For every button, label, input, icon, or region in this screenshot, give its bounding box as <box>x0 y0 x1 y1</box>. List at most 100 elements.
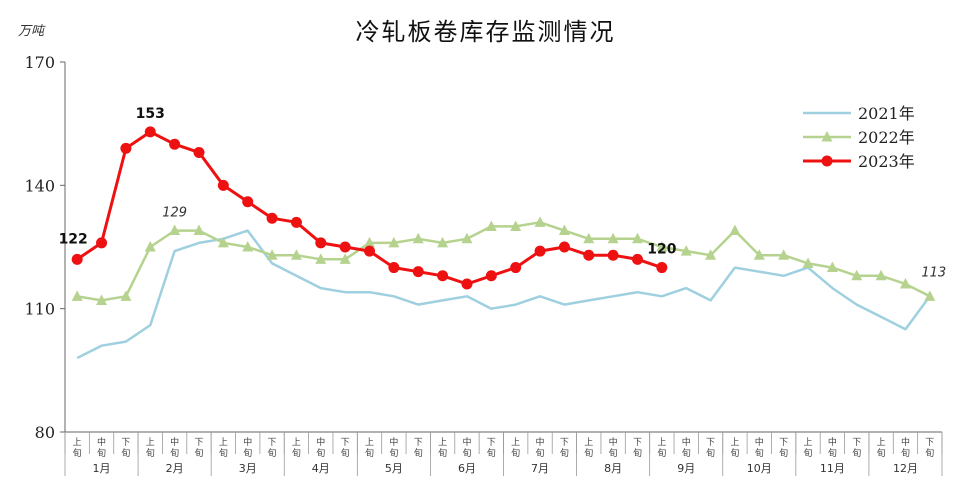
x-period-label-top: 中 <box>243 436 252 448</box>
x-period-label-top: 下 <box>706 438 715 448</box>
x-period-label-top: 中 <box>316 436 325 448</box>
x-period-label-top: 上 <box>365 437 374 448</box>
data-point-2022 <box>875 269 887 281</box>
data-point-2022 <box>217 236 229 248</box>
x-period-label-bottom: 旬 <box>901 447 910 459</box>
x-period-label-top: 中 <box>170 436 179 448</box>
x-period-label-bottom: 旬 <box>487 447 496 459</box>
x-period-label-top: 中 <box>901 436 910 448</box>
data-point-2022 <box>388 236 400 248</box>
data-point-2022 <box>583 232 595 244</box>
x-period-label-top: 下 <box>633 438 642 448</box>
data-point-2022 <box>510 220 522 231</box>
x-period-label-top: 上 <box>438 437 447 448</box>
data-point-2023 <box>315 237 327 249</box>
y-tick-label: 140 <box>24 176 55 195</box>
x-period-label-bottom: 旬 <box>657 447 666 459</box>
data-point-2023 <box>193 146 205 158</box>
data-point-2023 <box>631 253 643 265</box>
x-period-label-top: 上 <box>730 437 739 448</box>
x-period-label-top: 中 <box>609 436 618 448</box>
y-tick-label: 170 <box>24 53 55 72</box>
x-period-label-bottom: 旬 <box>462 447 471 459</box>
x-period-label-top: 上 <box>146 437 155 448</box>
data-point-2022 <box>193 224 205 236</box>
legend-label: 2022年 <box>858 128 915 147</box>
x-month-label: 6月 <box>458 462 476 475</box>
x-period-label-top: 下 <box>414 438 423 448</box>
x-period-label-bottom: 旬 <box>511 447 520 459</box>
data-point-2022 <box>826 261 838 273</box>
data-point-2023 <box>607 249 619 261</box>
x-month-label: 5月 <box>385 462 403 475</box>
data-point-2022 <box>631 232 643 244</box>
data-point-2023 <box>144 126 156 138</box>
x-period-label-bottom: 旬 <box>365 447 374 459</box>
x-month-label: 12月 <box>893 462 918 475</box>
data-point-2022 <box>778 249 790 260</box>
data-point-2022 <box>802 257 814 268</box>
series-line-2022年 <box>76 221 931 302</box>
data-point-2023 <box>96 237 108 249</box>
x-period-label-bottom: 旬 <box>219 447 228 459</box>
x-period-label-top: 上 <box>292 437 301 448</box>
x-period-label-bottom: 旬 <box>804 447 813 459</box>
data-point-2022 <box>899 278 911 289</box>
data-point-2022 <box>534 216 546 227</box>
x-period-label-bottom: 旬 <box>243 447 252 459</box>
x-period-label-bottom: 旬 <box>706 447 715 459</box>
x-period-label-top: 下 <box>560 438 569 448</box>
x-period-label-bottom: 旬 <box>268 447 277 459</box>
data-point-2023 <box>242 196 254 208</box>
data-point-2022 <box>266 249 278 260</box>
data-point-2023 <box>656 262 668 274</box>
x-period-label-bottom: 旬 <box>609 447 618 459</box>
x-period-label-bottom: 旬 <box>194 447 203 459</box>
x-period-label-bottom: 旬 <box>584 447 593 459</box>
x-period-label-top: 下 <box>779 438 788 448</box>
data-point-2023 <box>534 245 546 257</box>
x-period-label-top: 上 <box>877 437 886 448</box>
data-point-2022 <box>96 294 108 305</box>
x-month-label: 2月 <box>166 462 184 475</box>
x-period-label-top: 中 <box>755 436 764 448</box>
data-label: 153 <box>136 106 165 122</box>
x-period-label-top: 中 <box>97 436 106 448</box>
x-period-label-bottom: 旬 <box>121 447 130 459</box>
data-point-2022 <box>315 253 327 264</box>
x-period-label-bottom: 旬 <box>682 447 691 459</box>
data-point-2022 <box>290 249 302 260</box>
x-period-label-bottom: 旬 <box>97 447 106 459</box>
legend-marker <box>821 131 833 142</box>
x-period-label-bottom: 旬 <box>755 447 764 459</box>
data-point-2022 <box>656 241 668 252</box>
x-period-label-bottom: 旬 <box>877 447 886 459</box>
data-label: 122 <box>59 231 88 247</box>
data-point-2023 <box>71 253 83 265</box>
x-period-label-top: 下 <box>925 438 934 448</box>
x-period-label-top: 中 <box>828 436 837 448</box>
x-period-label-top: 中 <box>536 436 545 448</box>
data-point-2023 <box>290 216 302 228</box>
y-tick-label: 80 <box>35 423 55 442</box>
x-period-label-top: 下 <box>121 438 130 448</box>
x-period-label-bottom: 旬 <box>170 447 179 459</box>
data-point-2023 <box>266 212 278 224</box>
x-month-label: 9月 <box>677 462 695 475</box>
data-point-2022 <box>558 224 570 236</box>
data-point-2022 <box>729 224 741 236</box>
data-point-2022 <box>485 220 497 231</box>
x-period-label-bottom: 旬 <box>730 447 739 459</box>
data-point-2023 <box>485 270 497 282</box>
data-point-2022 <box>437 236 449 248</box>
chart-title: 冷轧板卷库存监测情况 <box>355 18 616 46</box>
x-period-label-top: 下 <box>852 438 861 448</box>
data-point-2022 <box>71 290 83 301</box>
data-point-2023 <box>388 262 400 274</box>
data-point-2023 <box>510 262 522 274</box>
x-period-label-bottom: 旬 <box>852 447 861 459</box>
data-point-2022 <box>169 224 181 236</box>
x-month-label: 1月 <box>93 462 111 475</box>
data-point-2022 <box>753 249 765 260</box>
legend-label: 2021年 <box>858 104 915 123</box>
